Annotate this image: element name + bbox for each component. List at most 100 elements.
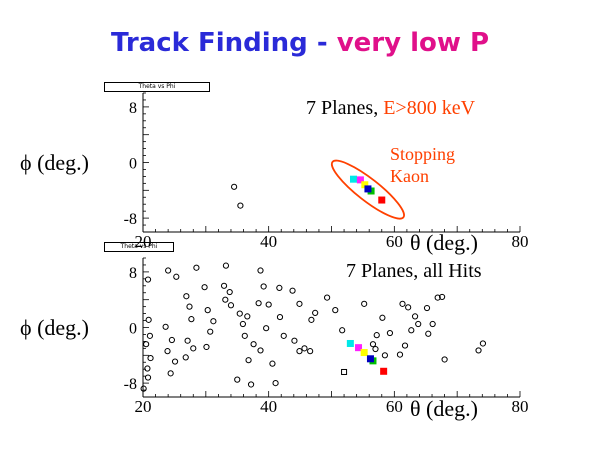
bottom-open-point — [239, 320, 247, 328]
bottom-open-point — [324, 294, 331, 301]
bottom-open-point — [307, 348, 314, 355]
bottom-open-point — [210, 318, 217, 325]
bottom-x-axis-label: θ (deg.) — [410, 396, 478, 421]
bottom-open-point — [381, 352, 389, 359]
bottom-open-point — [339, 327, 346, 334]
top-panel-title-box: Theta vs Phi — [104, 82, 210, 92]
bottom-open-point — [165, 267, 172, 274]
bottom-open-point — [291, 337, 298, 344]
bottom-open-point — [301, 345, 308, 352]
bottom-open-point — [263, 325, 270, 332]
bottom-open-point — [203, 343, 210, 351]
top-kaon-point — [361, 181, 369, 189]
bottom-open-point — [244, 313, 251, 320]
bottom-open-point — [222, 296, 229, 303]
top-x-tick-label: 80 — [512, 232, 529, 251]
bottom-open-point — [265, 301, 272, 308]
bottom-open-point — [236, 310, 243, 317]
top-x-tick-label: 40 — [260, 232, 277, 251]
stopping-kaon-callout: Stopping Kaon — [390, 144, 456, 186]
top-kaon-point — [349, 175, 357, 183]
bottom-open-point — [144, 365, 151, 372]
bottom-open-point — [222, 262, 230, 269]
title-part-2: very low P — [336, 28, 490, 58]
bottom-open-point — [479, 340, 487, 347]
bottom-open-point — [386, 329, 394, 337]
bottom-open-point — [173, 273, 180, 280]
bottom-open-point — [220, 282, 228, 289]
bottom-y-tick-label: 0 — [129, 321, 137, 338]
bottom-x-tick-label: 60 — [386, 397, 403, 416]
bottom-open-point — [145, 316, 152, 323]
bottom-open-point — [226, 288, 233, 296]
bottom-open-point — [373, 332, 380, 339]
bottom-open-point — [396, 351, 404, 358]
bottom-open-point — [140, 385, 147, 392]
bottom-open-point — [193, 264, 200, 271]
bottom-open-point — [272, 380, 279, 387]
bottom-open-point — [415, 320, 422, 328]
kaon-ellipse — [330, 159, 405, 220]
bottom-open-point — [312, 309, 319, 317]
top-kaon-point — [356, 176, 364, 184]
top-x-tick-label: 20 — [135, 232, 152, 251]
bottom-open-point — [171, 358, 179, 365]
bottom-open-point — [405, 304, 412, 311]
bottom-kaon-point — [355, 344, 363, 352]
bottom-open-point — [167, 370, 174, 377]
top-open-point — [237, 202, 244, 209]
bottom-open-point — [241, 332, 248, 339]
top-y-axis-label: ϕ (deg.) — [20, 150, 89, 175]
title-part-1: Track Finding - — [110, 28, 337, 58]
bottom-open-point — [162, 323, 169, 330]
bottom-open-point — [257, 347, 264, 354]
bottom-panel-title-box: Theta vs Phi — [104, 242, 174, 252]
bottom-open-point — [204, 307, 211, 314]
bottom-open-point — [234, 376, 241, 383]
slide-title: Track Finding - very low P — [0, 28, 600, 58]
bottom-open-point — [372, 345, 379, 353]
bottom-open-point — [332, 307, 339, 314]
bottom-open-point — [207, 328, 214, 335]
bottom-kaon-point — [366, 355, 374, 363]
bottom-open-point — [361, 300, 368, 307]
bottom-open-point — [289, 287, 296, 294]
top-y-tick-label: -8 — [124, 211, 137, 228]
bottom-open-point — [276, 313, 284, 321]
top-kaon-point — [364, 185, 372, 193]
bottom-open-point — [401, 342, 409, 349]
bottom-x-tick-label: 40 — [260, 397, 277, 416]
bottom-open-point — [296, 300, 303, 307]
bottom-open-point — [257, 267, 264, 274]
bottom-open-point — [408, 327, 415, 334]
bottom-open-point — [144, 374, 152, 381]
bottom-x-tick-label: 80 — [512, 397, 529, 416]
bottom-open-point — [190, 345, 197, 352]
bottom-open-point — [186, 303, 193, 310]
bottom-open-point — [296, 348, 303, 355]
bottom-open-point — [379, 314, 386, 321]
bottom-open-point — [146, 332, 154, 339]
top-x-tick-label: 60 — [386, 232, 403, 251]
bottom-y-tick-label: 8 — [129, 265, 137, 282]
bottom-open-point — [143, 341, 150, 348]
bottom-open-point — [144, 276, 152, 283]
bottom-open-point — [201, 284, 208, 291]
bottom-open-point — [369, 341, 377, 348]
bottom-open-point — [425, 330, 432, 337]
bottom-open-point — [269, 360, 276, 367]
bottom-kaon-point — [346, 339, 354, 347]
top-annotation: 7 Planes, E>800 keV — [306, 97, 475, 120]
bottom-open-point — [434, 294, 441, 301]
top-y-tick-label: 8 — [129, 100, 137, 117]
bottom-open-point — [429, 320, 436, 328]
top-open-point — [231, 183, 238, 190]
bottom-open-point — [227, 302, 235, 309]
bottom-open-point — [164, 348, 171, 355]
top-x-axis-label: θ (deg.) — [410, 230, 478, 255]
bottom-open-square — [341, 368, 348, 375]
bottom-open-point — [411, 313, 419, 320]
bottom-y-axis-label: ϕ (deg.) — [20, 315, 89, 340]
top-kaon-point — [378, 196, 386, 204]
